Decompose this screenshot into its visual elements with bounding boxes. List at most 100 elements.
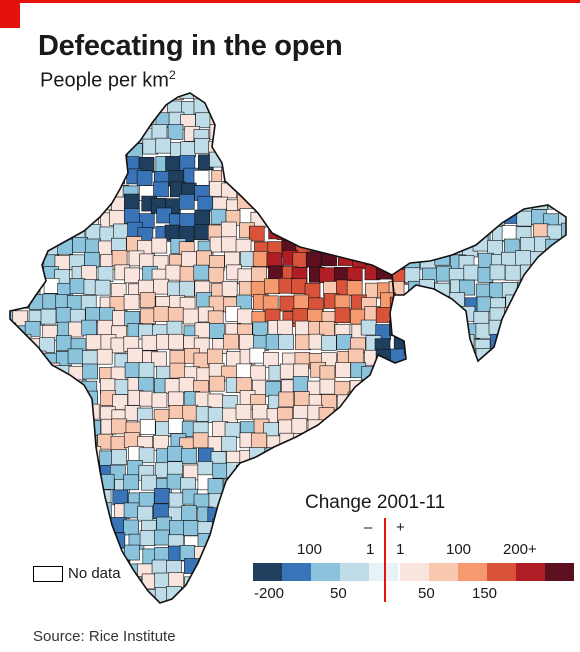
district-cell xyxy=(53,502,69,518)
district-cell xyxy=(14,264,30,281)
district-cell xyxy=(361,379,378,395)
district-cell xyxy=(10,198,16,215)
district-cell xyxy=(24,153,41,170)
district-cell xyxy=(166,602,183,603)
district-cell xyxy=(506,407,523,424)
district-cell xyxy=(337,128,354,145)
district-cell xyxy=(278,100,294,116)
district-cell xyxy=(517,504,534,521)
district-cell xyxy=(322,462,338,478)
district-cell xyxy=(165,156,181,172)
district-cell xyxy=(393,364,409,381)
district-cell xyxy=(323,157,340,173)
district-cell xyxy=(575,282,580,297)
district-cell xyxy=(10,447,14,463)
district-cell xyxy=(69,518,85,535)
district-cell xyxy=(560,586,566,603)
district-cell xyxy=(491,141,508,157)
district-cell xyxy=(433,351,449,367)
district-cell xyxy=(122,101,139,118)
district-cell xyxy=(402,93,419,101)
district-cell xyxy=(543,95,559,112)
district-cell xyxy=(420,169,436,186)
district-cell xyxy=(434,239,451,255)
district-cell xyxy=(489,264,506,281)
district-cell xyxy=(375,477,392,494)
district-cell xyxy=(432,154,448,171)
district-cell xyxy=(449,502,465,519)
district-cell xyxy=(436,366,452,383)
district-cell xyxy=(39,166,56,182)
district-cell xyxy=(364,110,381,126)
district-cell xyxy=(56,99,72,116)
district-cell xyxy=(446,492,462,509)
district-cell xyxy=(449,211,466,228)
district-cell xyxy=(534,170,551,187)
district-cell xyxy=(474,96,490,112)
district-cell xyxy=(182,404,199,421)
district-cell xyxy=(390,126,407,142)
district-cell xyxy=(266,252,283,269)
district-cell xyxy=(70,464,87,480)
district-cell xyxy=(82,502,99,519)
district-cell xyxy=(349,380,366,396)
district-cell xyxy=(491,437,508,454)
district-cell xyxy=(179,280,195,297)
district-cell xyxy=(30,491,46,508)
district-cell xyxy=(447,181,464,198)
district-cell xyxy=(375,447,392,463)
district-cell xyxy=(166,586,182,602)
district-cell xyxy=(366,433,383,449)
district-cell xyxy=(10,558,19,575)
district-cell xyxy=(27,517,43,533)
legend-swatch xyxy=(458,563,487,581)
district-cell xyxy=(532,389,548,406)
district-cell xyxy=(351,236,368,253)
district-cell xyxy=(10,169,15,186)
district-cell xyxy=(28,531,44,548)
district-cell xyxy=(127,347,143,364)
district-cell xyxy=(338,606,353,615)
district-cell xyxy=(394,211,410,227)
district-cell xyxy=(99,151,116,168)
district-cell xyxy=(55,547,71,563)
district-cell xyxy=(475,139,492,155)
district-cell xyxy=(460,446,477,463)
district-cell xyxy=(306,193,322,210)
district-cell xyxy=(322,184,338,201)
district-cell xyxy=(557,324,566,341)
district-cell xyxy=(52,601,69,603)
district-cell xyxy=(308,142,325,158)
district-cell xyxy=(113,588,130,603)
district-cell xyxy=(235,98,251,114)
district-cell xyxy=(559,336,566,353)
district-cell xyxy=(10,93,16,101)
district-cell xyxy=(98,139,115,155)
district-cell xyxy=(448,590,465,603)
district-cell xyxy=(11,197,28,214)
district-cell xyxy=(152,93,168,103)
district-cell xyxy=(71,420,88,437)
district-cell xyxy=(85,96,101,112)
district-cell xyxy=(543,351,559,368)
district-cell xyxy=(226,561,242,577)
district-cell xyxy=(279,109,296,126)
district-cell xyxy=(221,281,238,297)
district-cell xyxy=(559,445,566,462)
district-cell xyxy=(181,505,197,521)
district-cell xyxy=(530,266,547,283)
district-cell xyxy=(376,390,393,407)
district-cell xyxy=(10,254,19,270)
district-cell xyxy=(28,93,44,100)
district-cell xyxy=(489,124,505,140)
district-cell xyxy=(505,181,522,197)
district-cell xyxy=(488,393,505,410)
district-cell xyxy=(560,129,566,145)
district-cell xyxy=(422,237,439,254)
district-cell xyxy=(15,115,32,132)
district-cell xyxy=(476,113,492,129)
district-cell xyxy=(533,322,550,339)
district-cell xyxy=(276,124,293,140)
district-cell xyxy=(544,266,560,282)
district-cell xyxy=(503,129,519,145)
